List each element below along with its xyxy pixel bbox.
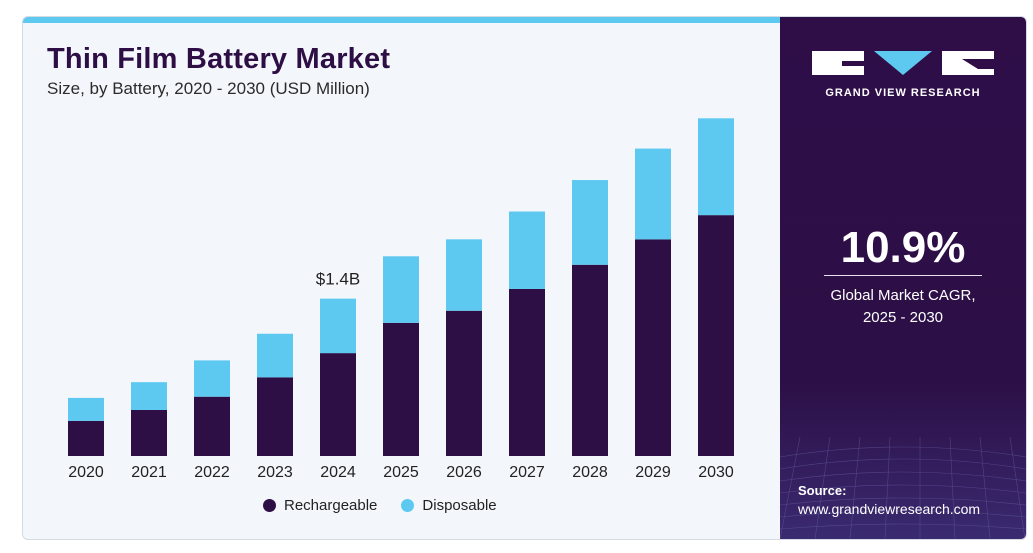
bar-rechargeable-2029 [635, 239, 671, 456]
bar-rechargeable-2024 [320, 353, 356, 456]
bar-disposable-2021 [131, 382, 167, 411]
chart-title: Thin Film Battery Market [47, 43, 391, 75]
legend-item-disposable: Disposable [401, 497, 497, 514]
x-tick-label-2027: 2027 [509, 464, 545, 481]
cagr-label-line2: 2025 - 2030 [862, 309, 944, 326]
bar-disposable-2027 [509, 211, 545, 289]
source-label: Source: [798, 483, 847, 498]
x-tick-label-2023: 2023 [257, 464, 293, 481]
legend-swatch-disposable [401, 499, 415, 512]
legend-swatch-rechargeable [263, 499, 276, 512]
chart-subtitle: Size, by Battery, 2020 - 2030 (USD Milli… [47, 79, 370, 98]
bar-disposable-2026 [446, 239, 482, 311]
x-tick-label-2029: 2029 [635, 464, 671, 481]
bar-rechargeable-2025 [383, 322, 419, 456]
bar-rechargeable-2021 [131, 410, 167, 456]
accent-bar [23, 17, 780, 23]
x-tick-label-2024: 2024 [320, 464, 356, 481]
bar-rechargeable-2028 [572, 264, 608, 456]
x-tick-label-2025: 2025 [383, 464, 419, 481]
bar-rechargeable-2023 [257, 377, 293, 456]
bar-annotation-2024: $1.4B [316, 270, 360, 289]
cagr-value: 10.9% [840, 223, 966, 272]
bar-disposable-2029 [635, 148, 671, 240]
decorative-grid [780, 437, 1026, 539]
source-url: www.grandviewresearch.com [798, 501, 981, 517]
cagr-label-line1: Global Market CAGR, [830, 287, 976, 304]
bar-rechargeable-2027 [509, 288, 545, 456]
legend: Rechargeable Disposable [263, 497, 511, 514]
x-tick-label-2022: 2022 [194, 464, 230, 481]
cagr-divider [824, 275, 982, 276]
chart-card: Thin Film Battery Market Size, by Batter… [22, 16, 1027, 540]
bar-rechargeable-2022 [194, 396, 230, 456]
bar-chart: 2020 2021 2022 2023 2024 $1.4B 2025 2026 2027 202… [68, 118, 734, 481]
bar-disposable-2024 [320, 298, 356, 354]
x-tick-label-2028: 2028 [572, 464, 608, 481]
bar-disposable-2028 [572, 180, 608, 265]
x-tick-label-2021: 2021 [131, 464, 167, 481]
side-panel: GRAND VIEW RESEARCH 10.9% Global Market … [780, 17, 1026, 539]
legend-label-rechargeable: Rechargeable [284, 497, 378, 514]
legend-item-rechargeable: Rechargeable [263, 497, 377, 514]
bar-rechargeable-2026 [446, 310, 482, 456]
cagr-label: Global Market CAGR, 2025 - 2030 [780, 285, 1026, 329]
bar-disposable-2022 [194, 360, 230, 397]
bar-disposable-2025 [383, 256, 419, 323]
gvr-logo-icon [812, 51, 994, 75]
bar-disposable-2030 [698, 118, 734, 216]
x-tick-label-2020: 2020 [68, 464, 104, 481]
brand-name: GRAND VIEW RESEARCH [825, 87, 981, 99]
bar-rechargeable-2030 [698, 215, 734, 456]
x-tick-label-2026: 2026 [446, 464, 482, 481]
bar-rechargeable-2020 [68, 420, 104, 456]
x-tick-label-2030: 2030 [698, 464, 734, 481]
bar-disposable-2023 [257, 333, 293, 378]
legend-label-disposable: Disposable [422, 497, 497, 514]
bar-disposable-2020 [68, 397, 104, 421]
